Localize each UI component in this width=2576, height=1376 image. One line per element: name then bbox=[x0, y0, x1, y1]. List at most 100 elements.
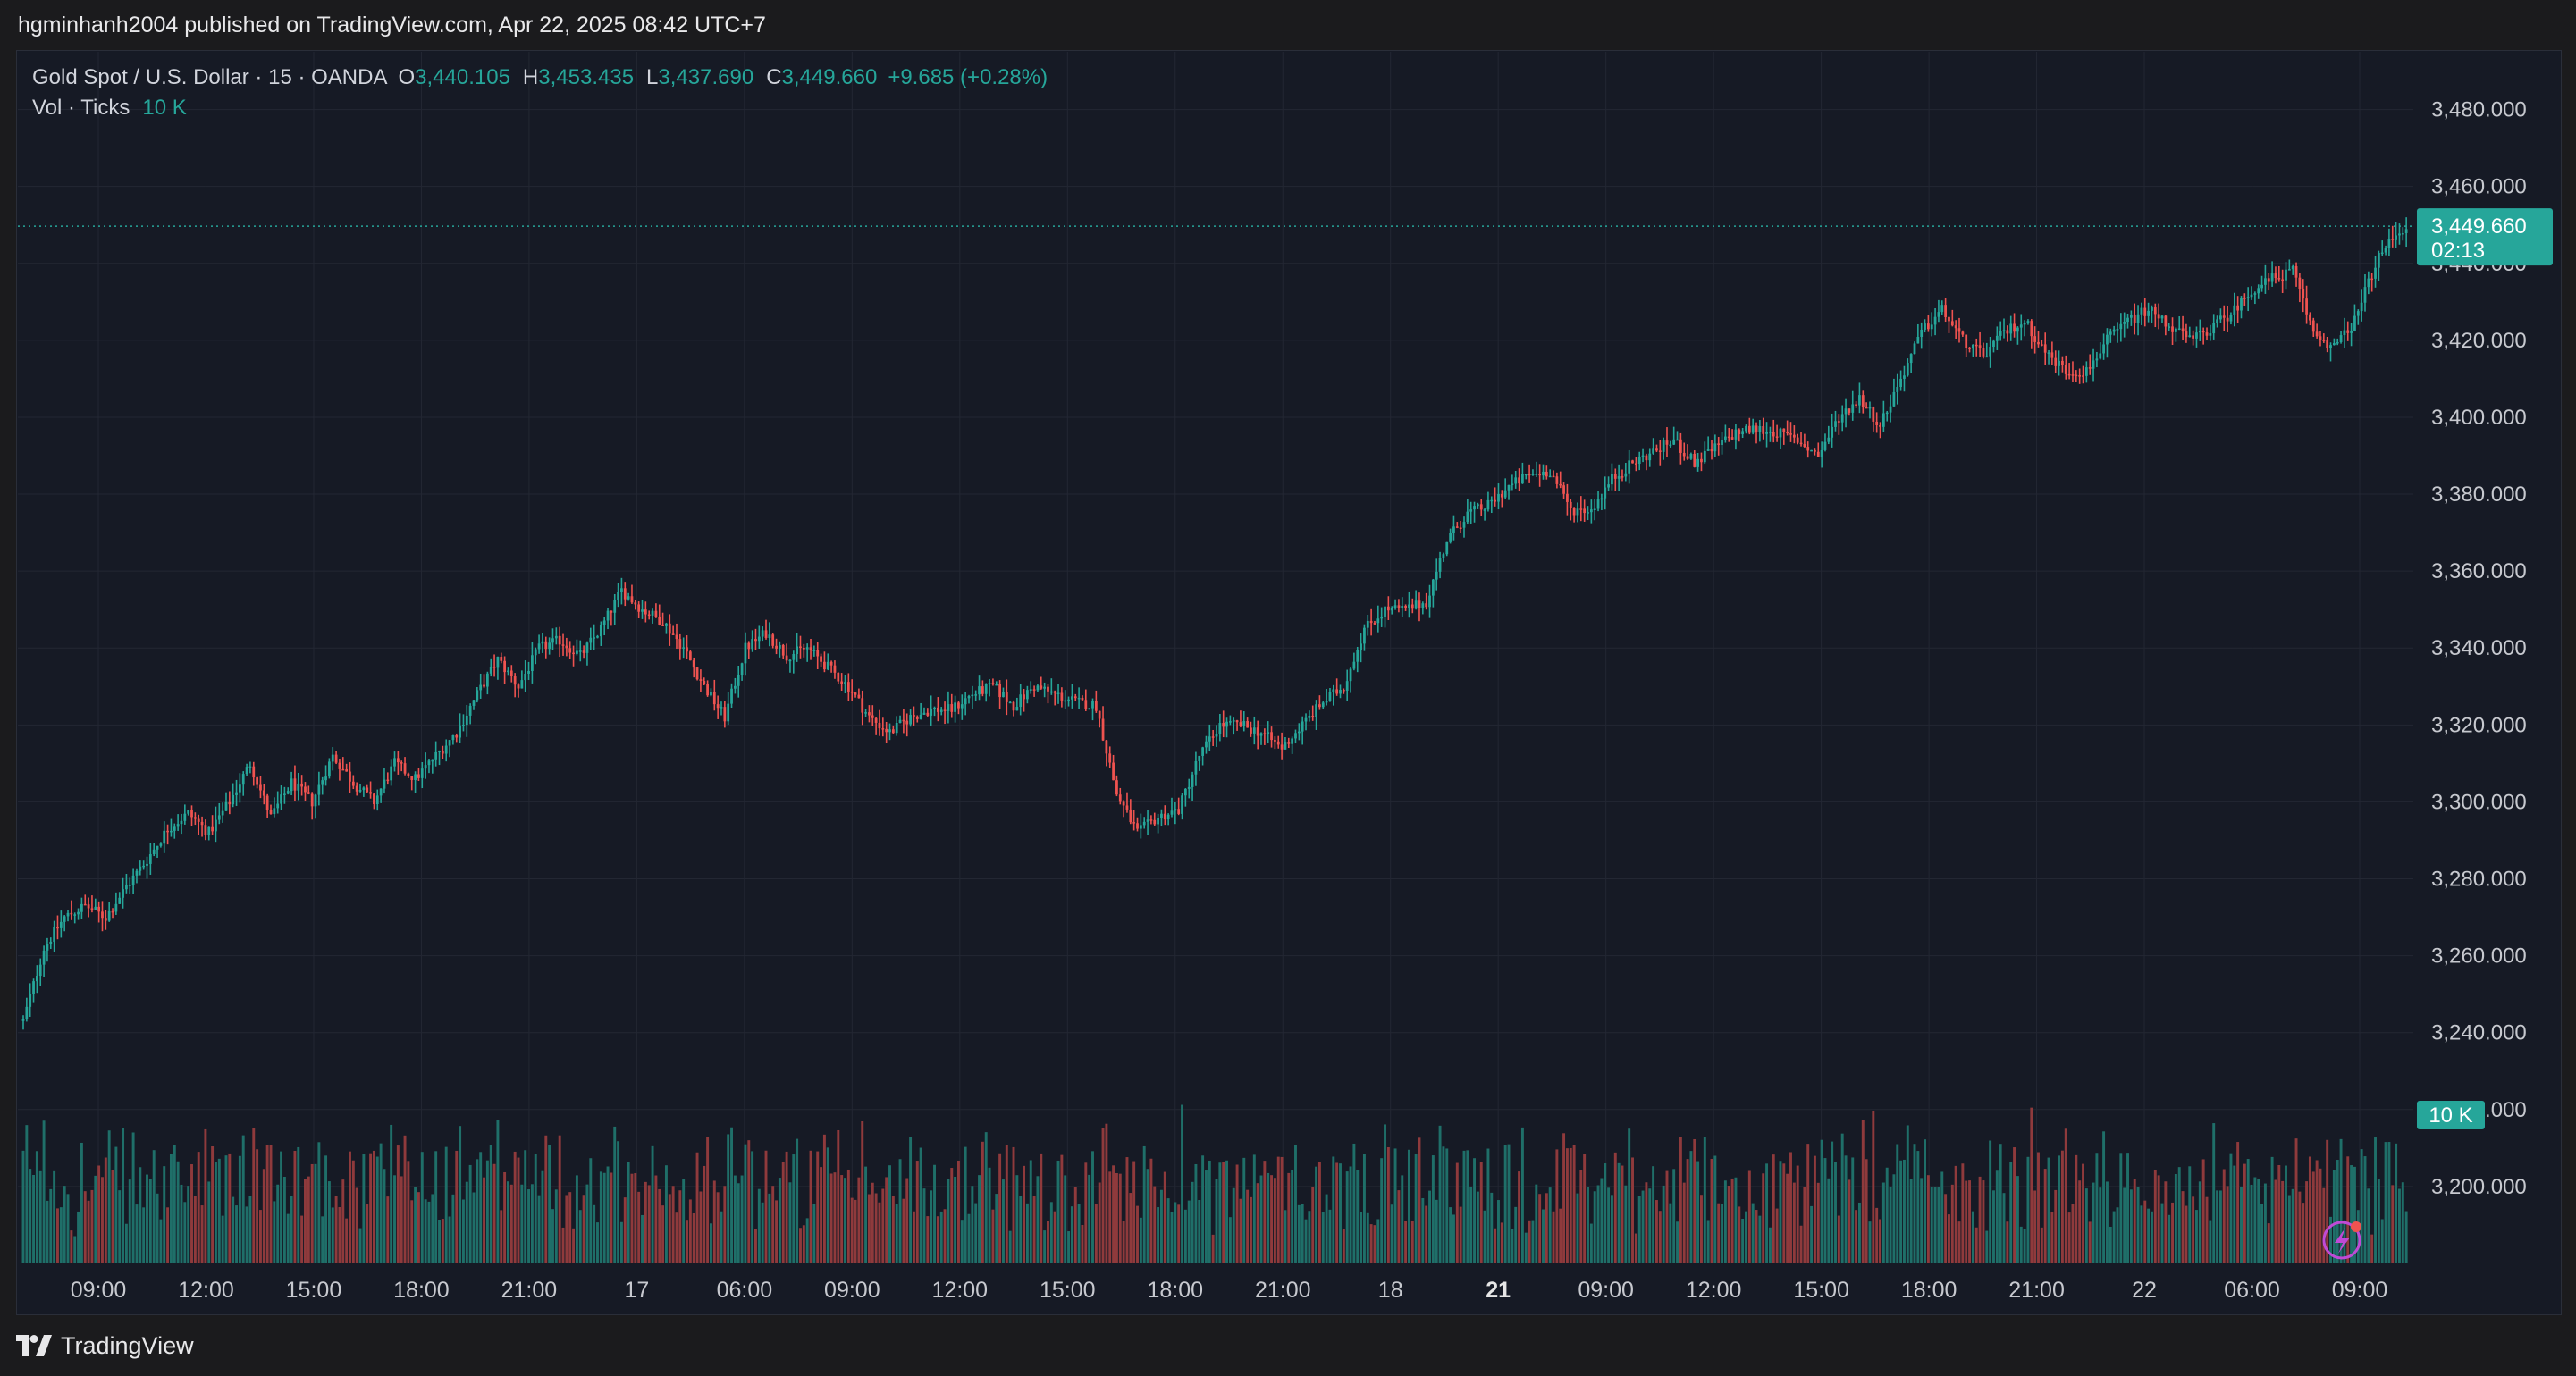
volume-bar bbox=[358, 1228, 362, 1263]
volume-bar bbox=[1920, 1178, 1924, 1263]
candle-body bbox=[1896, 386, 1899, 392]
candle-body bbox=[468, 705, 472, 716]
candle-body bbox=[1621, 476, 1624, 478]
candle-body bbox=[83, 903, 87, 906]
volume-label[interactable]: Vol · Ticks bbox=[32, 96, 130, 120]
candle-body bbox=[159, 843, 163, 846]
volume-bar bbox=[159, 1219, 163, 1263]
candle-body bbox=[1899, 378, 1902, 387]
candle-body bbox=[2274, 273, 2277, 279]
volume-bar bbox=[1507, 1144, 1511, 1263]
candle-body bbox=[2019, 324, 2023, 328]
volume-bar bbox=[1820, 1139, 1823, 1263]
price-badge bbox=[2417, 208, 2553, 266]
volume-bar bbox=[2009, 1162, 2013, 1263]
candle-body bbox=[1803, 444, 1806, 448]
volume-bar bbox=[1974, 1227, 1978, 1263]
volume-badge bbox=[2417, 1101, 2485, 1129]
candle-body bbox=[2391, 239, 2395, 240]
volume-bar bbox=[2311, 1171, 2315, 1263]
volume-bar bbox=[2326, 1139, 2329, 1263]
volume-bar bbox=[1232, 1187, 1235, 1263]
volume-bar bbox=[256, 1149, 259, 1263]
candle-body bbox=[871, 715, 874, 718]
candle-body bbox=[462, 725, 465, 726]
candle-body bbox=[334, 754, 338, 763]
volume-bar bbox=[1738, 1206, 1741, 1263]
candle-body bbox=[2329, 345, 2332, 348]
candle-body bbox=[1758, 425, 1762, 432]
volume-bar bbox=[1741, 1218, 1745, 1263]
volume-bar bbox=[424, 1199, 427, 1263]
candle-body bbox=[1218, 723, 1222, 734]
candle-body bbox=[1101, 718, 1105, 741]
volume-bar bbox=[258, 1210, 262, 1263]
candle-body bbox=[2264, 278, 2267, 285]
candle-body bbox=[1786, 432, 1789, 434]
x-tick-label: 12:00 bbox=[178, 1278, 234, 1303]
candle-body bbox=[837, 672, 840, 682]
volume-bar bbox=[1710, 1158, 1713, 1263]
volume-bar bbox=[747, 1140, 751, 1263]
chart-area[interactable] bbox=[16, 50, 2562, 1315]
candle-body bbox=[485, 673, 489, 687]
volume-bar bbox=[1321, 1212, 1325, 1263]
volume-bar bbox=[1276, 1156, 1280, 1263]
candle-body bbox=[1965, 334, 1968, 348]
candle-body bbox=[551, 638, 554, 643]
volume-bar bbox=[1077, 1204, 1081, 1263]
volume-bar bbox=[534, 1154, 537, 1263]
candle-body bbox=[1933, 316, 1937, 325]
volume-bar bbox=[1352, 1143, 1356, 1263]
volume-bar bbox=[805, 1218, 809, 1263]
candle-body bbox=[107, 910, 111, 921]
volume-bar bbox=[1270, 1175, 1274, 1263]
volume-bar bbox=[1325, 1194, 1328, 1263]
candle-body bbox=[146, 863, 148, 866]
candle-body bbox=[400, 762, 403, 764]
volume-bar bbox=[2060, 1150, 2064, 1263]
candle-body bbox=[548, 642, 551, 650]
candle-body bbox=[232, 794, 235, 805]
volume-bar bbox=[1287, 1172, 1291, 1263]
volume-bar bbox=[111, 1170, 114, 1263]
volume-bar bbox=[1913, 1144, 1916, 1263]
volume-bar bbox=[509, 1184, 513, 1263]
volume-bar bbox=[1280, 1156, 1284, 1263]
volume-bar bbox=[2246, 1159, 2250, 1263]
candle-body bbox=[1239, 722, 1242, 727]
volume-bar bbox=[1978, 1176, 1982, 1263]
volume-bar bbox=[166, 1207, 170, 1263]
candle-body bbox=[1548, 475, 1552, 478]
candle-body bbox=[2198, 331, 2201, 333]
volume-bar bbox=[978, 1175, 981, 1263]
footer-brand[interactable]: TradingView bbox=[61, 1331, 194, 1359]
volume-bar bbox=[1985, 1230, 1989, 1263]
candle-body bbox=[1593, 508, 1596, 510]
candle-body bbox=[355, 785, 358, 792]
candle-body bbox=[358, 790, 362, 792]
x-tick-label: 09:00 bbox=[824, 1278, 880, 1303]
candle-body bbox=[1297, 731, 1301, 734]
candle-body bbox=[1703, 450, 1706, 463]
candle-body bbox=[1486, 499, 1490, 510]
candle-body bbox=[1425, 603, 1428, 608]
candle-body bbox=[1019, 694, 1023, 708]
candle-body bbox=[1211, 736, 1215, 738]
candle-body bbox=[2099, 353, 2102, 359]
candle-body bbox=[152, 849, 156, 855]
volume-bar bbox=[2277, 1164, 2281, 1263]
candle-body bbox=[2356, 311, 2360, 316]
volume-bar bbox=[1827, 1178, 1831, 1263]
volume-bar bbox=[2260, 1204, 2264, 1263]
volume-bar bbox=[1125, 1157, 1129, 1263]
candle-body bbox=[1366, 620, 1369, 628]
x-tick-label: 21:00 bbox=[2008, 1278, 2065, 1303]
volume-bar bbox=[1855, 1210, 1858, 1263]
candle-body bbox=[2387, 239, 2391, 248]
candle-body bbox=[2033, 336, 2037, 342]
symbol-label[interactable]: Gold Spot / U.S. Dollar · 15 · OANDA bbox=[32, 65, 388, 89]
volume-bar bbox=[846, 1169, 850, 1263]
candle-body bbox=[2367, 278, 2370, 288]
